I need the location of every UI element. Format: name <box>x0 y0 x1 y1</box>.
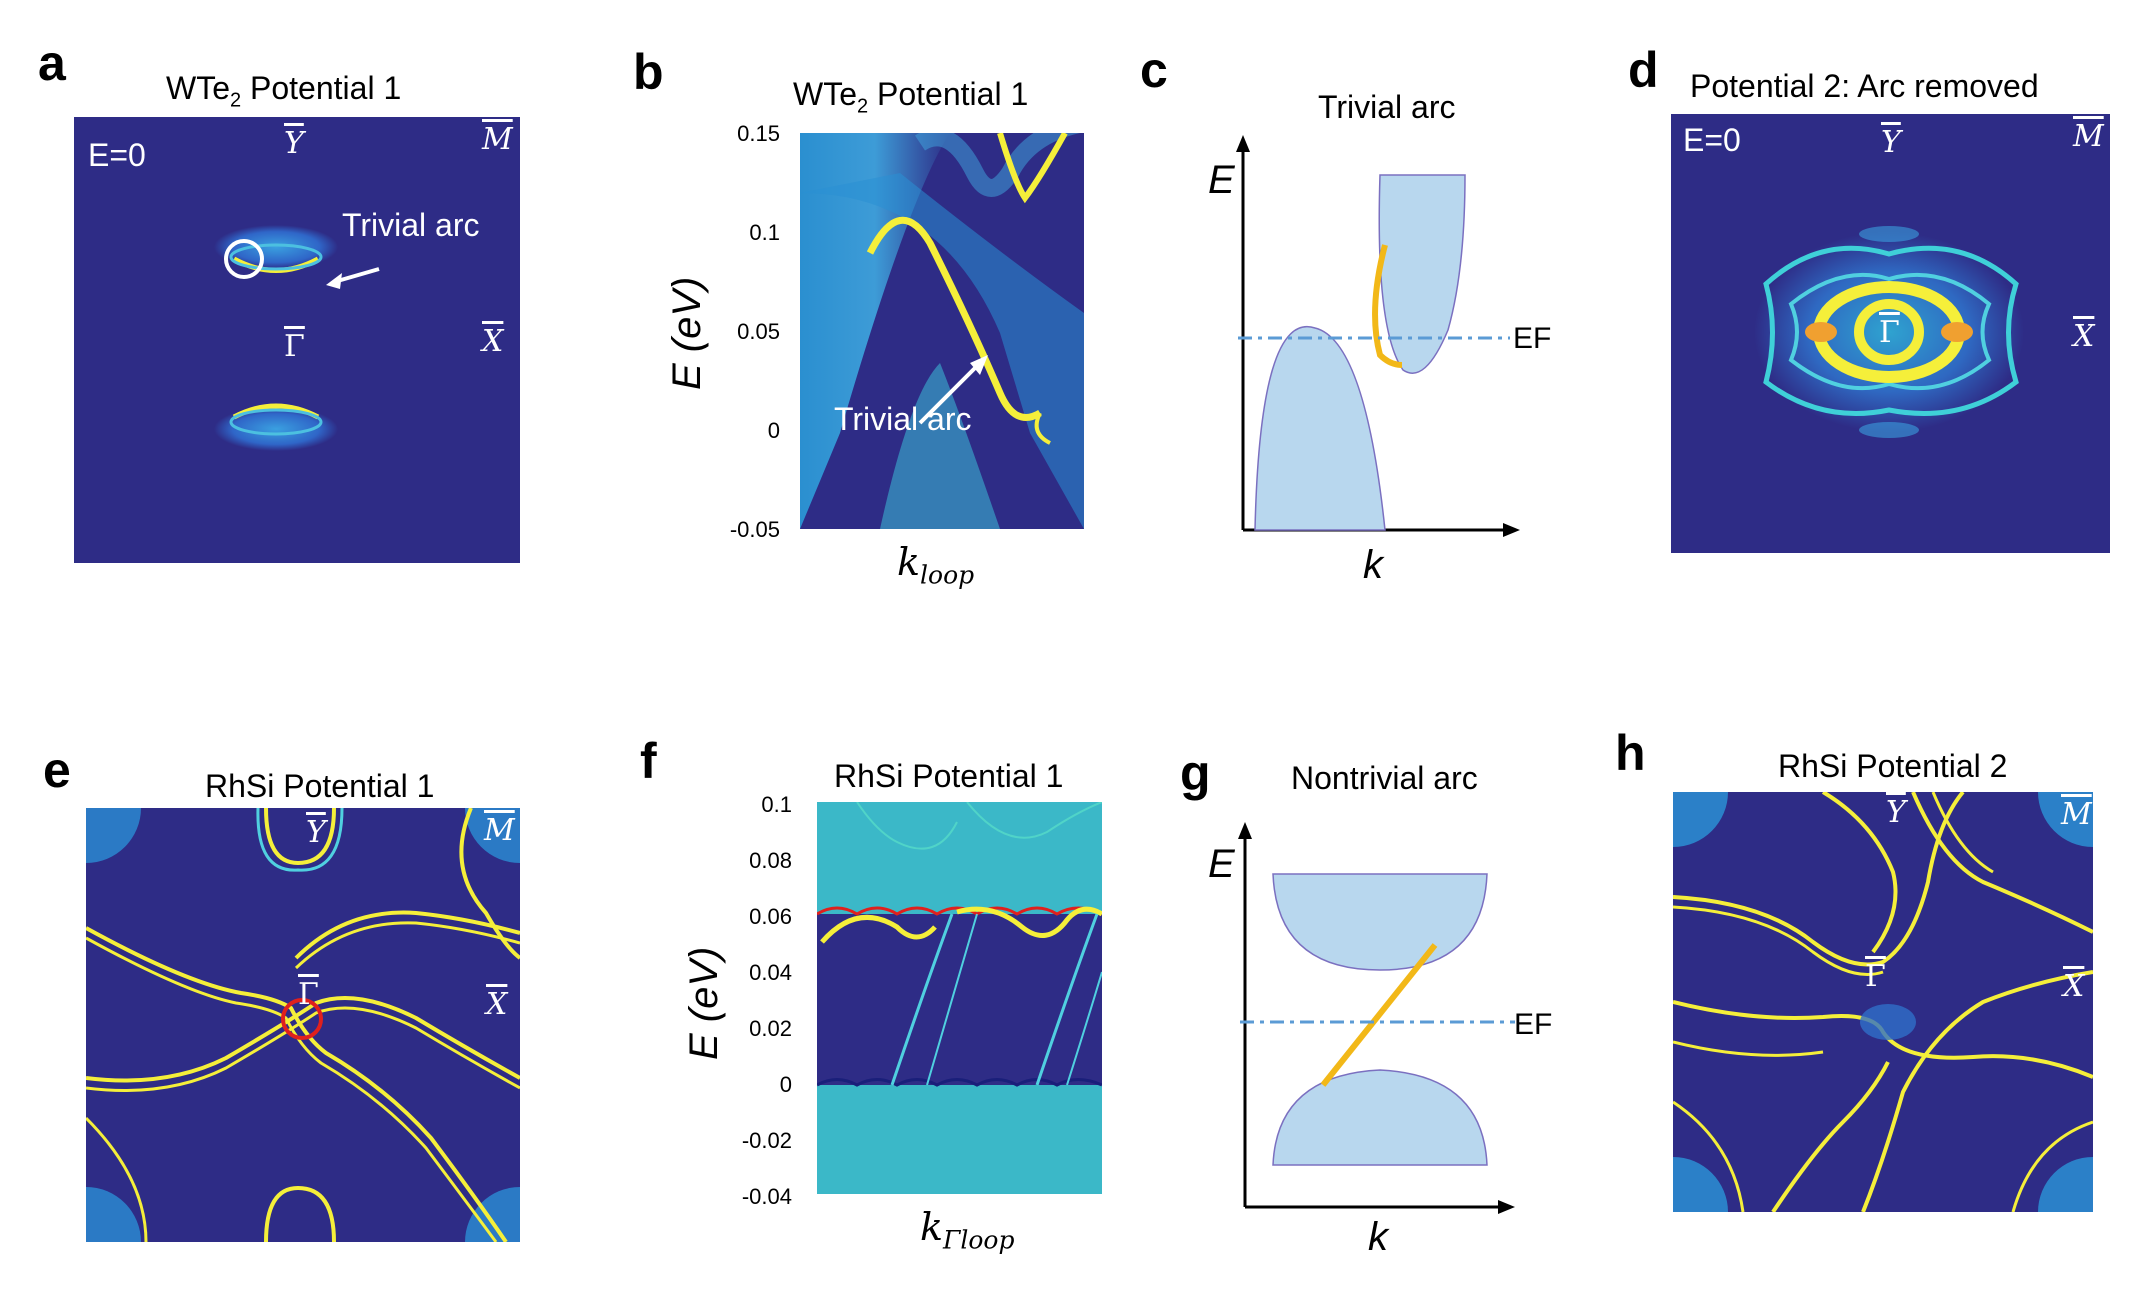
panel-c-schematic <box>1236 135 1520 537</box>
panel-b-band-map: Trivial arc <box>800 133 1084 529</box>
ytick: 0.1 <box>761 792 792 817</box>
panel-label-f: f <box>640 733 657 789</box>
point-Gamma: Γ <box>284 329 305 364</box>
panel-label-g: g <box>1180 745 1211 801</box>
point-X: X <box>2063 969 2085 1004</box>
point-X: X <box>482 324 504 359</box>
point-Y: Y <box>284 126 304 161</box>
panel-g-ylabel: E <box>1208 842 1235 886</box>
point-Gamma: Γ <box>1865 959 1886 994</box>
ytick: -0.02 <box>741 1128 792 1153</box>
panel-g-title: Nontrivial arc <box>1291 760 1478 796</box>
panel-label-b: b <box>633 44 664 100</box>
ytick: 0.15 <box>737 121 780 146</box>
panel-b-ylabel: E (eV) <box>665 276 709 390</box>
panel-c-ylabel: E <box>1208 158 1235 202</box>
point-M: M <box>2061 797 2092 832</box>
ytick: 0.06 <box>749 904 792 929</box>
panel-label-e: e <box>43 742 71 798</box>
panel-f-ylabel: E (eV) <box>682 946 726 1060</box>
point-M: M <box>482 122 513 157</box>
point-Y: Y <box>306 815 326 850</box>
panel-a-surface-map: E=0 Y M X Γ Trivial arc <box>74 117 520 563</box>
ytick: 0.08 <box>749 848 792 873</box>
panel-d-title: Potential 2: Arc removed <box>1690 68 2039 104</box>
point-M: M <box>484 813 515 848</box>
ytick: 0.04 <box>749 960 792 985</box>
panel-g-schematic <box>1238 822 1515 1214</box>
panel-e-title: RhSi Potential 1 <box>205 768 435 804</box>
point-Y: Y <box>1886 795 1906 830</box>
ytick: 0 <box>779 1072 792 1097</box>
panel-c-ef: EF <box>1513 322 1552 355</box>
point-Gamma: Γ <box>1879 315 1900 350</box>
panel-c-xlabel: k <box>1363 543 1383 587</box>
ytick: 0.02 <box>749 1016 792 1041</box>
ytick: 0 <box>767 418 780 443</box>
panel-g-ef: EF <box>1514 1008 1553 1041</box>
panel-f-band-map <box>817 802 1102 1194</box>
panel-label-c: c <box>1140 42 1168 98</box>
ytick: -0.04 <box>741 1184 792 1209</box>
energy-label-d: E=0 <box>1683 122 1741 158</box>
panel-d-surface-map: E=0 Y M X Γ <box>1671 114 2110 553</box>
ytick: -0.05 <box>729 517 780 542</box>
ytick: 0.1 <box>749 220 780 245</box>
panel-c-title: Trivial arc <box>1318 89 1456 125</box>
red-circle-marker <box>281 998 323 1040</box>
panel-label-d: d <box>1628 42 1659 98</box>
panel-g-xlabel: k <box>1368 1215 1388 1259</box>
panel-label-a: a <box>38 35 66 91</box>
panel-label-h: h <box>1615 725 1646 781</box>
point-M: M <box>2073 119 2104 154</box>
circle-marker <box>224 239 264 279</box>
ytick: 0.05 <box>737 319 780 344</box>
trivial-arc-annotation-b: Trivial arc <box>834 401 972 437</box>
point-Gamma: Γ <box>298 977 319 1012</box>
energy-label: E=0 <box>88 137 146 173</box>
panel-a-title: WTe2 Potential 1 <box>166 70 402 112</box>
point-X: X <box>486 987 508 1022</box>
point-X: X <box>2073 319 2095 354</box>
point-Y: Y <box>1881 125 1901 160</box>
panel-h-surface-map: Y M X Γ <box>1673 792 2093 1212</box>
panel-e-surface-map: Y M X Γ <box>86 808 520 1242</box>
panel-b-xlabel: kloop <box>897 540 975 590</box>
panel-f-title: RhSi Potential 1 <box>834 758 1064 794</box>
trivial-arc-annotation: Trivial arc <box>342 207 480 243</box>
panel-f-xlabel: kΓloop <box>920 1205 1015 1255</box>
panel-b-title: WTe2 Potential 1 <box>793 76 1029 118</box>
panel-h-title: RhSi Potential 2 <box>1778 748 2008 784</box>
